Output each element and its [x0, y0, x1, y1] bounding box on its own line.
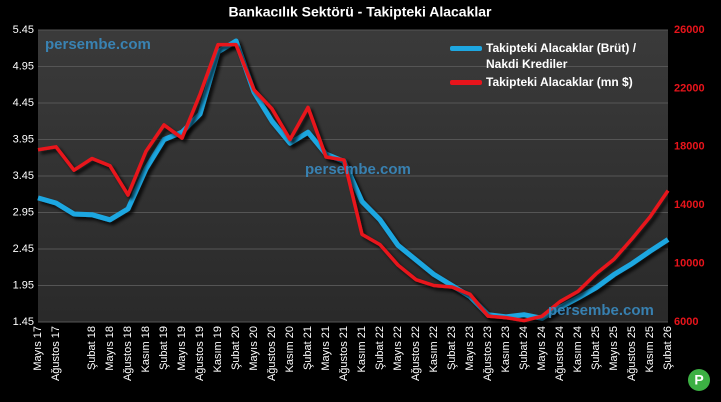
y-tick-label: 1.95: [13, 279, 34, 291]
watermark: persembe.com: [45, 36, 151, 53]
legend-swatch: [450, 80, 482, 85]
x-tick-label: Kasım 23: [500, 326, 512, 372]
x-tick-label: Mayıs 24: [536, 326, 548, 371]
y2-tick-label: 14000: [674, 199, 705, 211]
x-tick-label: Şubat 19: [158, 326, 170, 370]
chart-title: Bankacılık Sektörü - Takipteki Alacaklar: [228, 4, 492, 20]
y2-tick-label: 6000: [674, 316, 698, 328]
series-line: [37, 42, 670, 323]
x-tick-label: Şubat 21: [302, 326, 314, 370]
legend-label: Takipteki Alacaklar (mn $): [486, 75, 633, 89]
y-tick-label: 5.45: [13, 24, 34, 36]
x-tick-label: Şubat 18: [86, 326, 98, 370]
legend-item: Takipteki Alacaklar (mn $): [450, 74, 665, 90]
y-tick-label: 3.95: [13, 133, 34, 145]
x-tick-label: Şubat 20: [230, 326, 242, 370]
x-tick-label: Kasım 20: [284, 326, 296, 372]
logo-text: P: [694, 372, 703, 388]
x-tick-label: Kasım 21: [356, 326, 368, 372]
legend-swatch: [450, 46, 482, 51]
y-tick-label: 1.45: [13, 316, 34, 328]
x-tick-label: Ağustos 19: [194, 326, 206, 381]
legend-label: Takipteki Alacaklar (Brüt) / Nakdi Kredi…: [486, 41, 637, 71]
legend: Takipteki Alacaklar (Brüt) / Nakdi Kredi…: [450, 40, 665, 92]
x-tick-label: Kasım 24: [572, 326, 584, 372]
x-tick-label: Kasım 25: [644, 326, 656, 372]
y-tick-label: 3.45: [13, 170, 34, 182]
y-tick-label: 2.45: [13, 243, 34, 255]
x-tick-label: Şubat 22: [374, 326, 386, 370]
y-tick-label: 4.45: [13, 97, 34, 109]
x-tick-label: Ağustos 21: [338, 326, 350, 381]
x-tick-label: Mayıs 22: [392, 326, 404, 371]
x-tick-label: Mayıs 17: [32, 326, 44, 371]
x-tick-label: Ağustos 20: [266, 326, 278, 381]
x-tick-label: Ağustos 24: [554, 326, 566, 381]
x-tick-label: Ağustos 22: [410, 326, 422, 381]
y2-tick-label: 10000: [674, 258, 705, 270]
x-tick-label: Şubat 24: [518, 326, 530, 370]
x-tick-label: Şubat 26: [662, 326, 674, 370]
y2-tick-label: 18000: [674, 141, 705, 153]
logo: [688, 369, 710, 391]
x-tick-label: Ağustos 25: [626, 326, 638, 381]
x-tick-label: Mayıs 23: [464, 326, 476, 371]
x-tick-label: Şubat 23: [446, 326, 458, 370]
x-tick-label: Kasım 22: [428, 326, 440, 372]
x-tick-label: Ağustos 17: [50, 326, 62, 381]
x-tick-label: Mayıs 20: [248, 326, 260, 371]
x-tick-label: Mayıs 25: [608, 326, 620, 371]
x-tick-label: Mayıs 21: [320, 326, 332, 371]
x-tick-label: Ağustos 23: [482, 326, 494, 381]
x-tick-label: Ağustos 18: [122, 326, 134, 381]
y2-tick-label: 22000: [674, 82, 705, 94]
x-tick-label: Kasım 18: [140, 326, 152, 372]
x-tick-label: Kasım 19: [212, 326, 224, 372]
watermark: persembe.com: [548, 302, 654, 319]
legend-item: Takipteki Alacaklar (Brüt) / Nakdi Kredi…: [450, 40, 665, 72]
y-tick-label: 2.95: [13, 206, 34, 218]
y2-tick-label: 26000: [674, 24, 705, 36]
series-line: [37, 38, 670, 321]
x-tick-label: Mayıs 19: [176, 326, 188, 371]
x-tick-label: Şubat 25: [590, 326, 602, 370]
x-tick-label: Mayıs 18: [104, 326, 116, 371]
watermark: persembe.com: [305, 161, 411, 178]
y-tick-label: 4.95: [13, 60, 34, 72]
